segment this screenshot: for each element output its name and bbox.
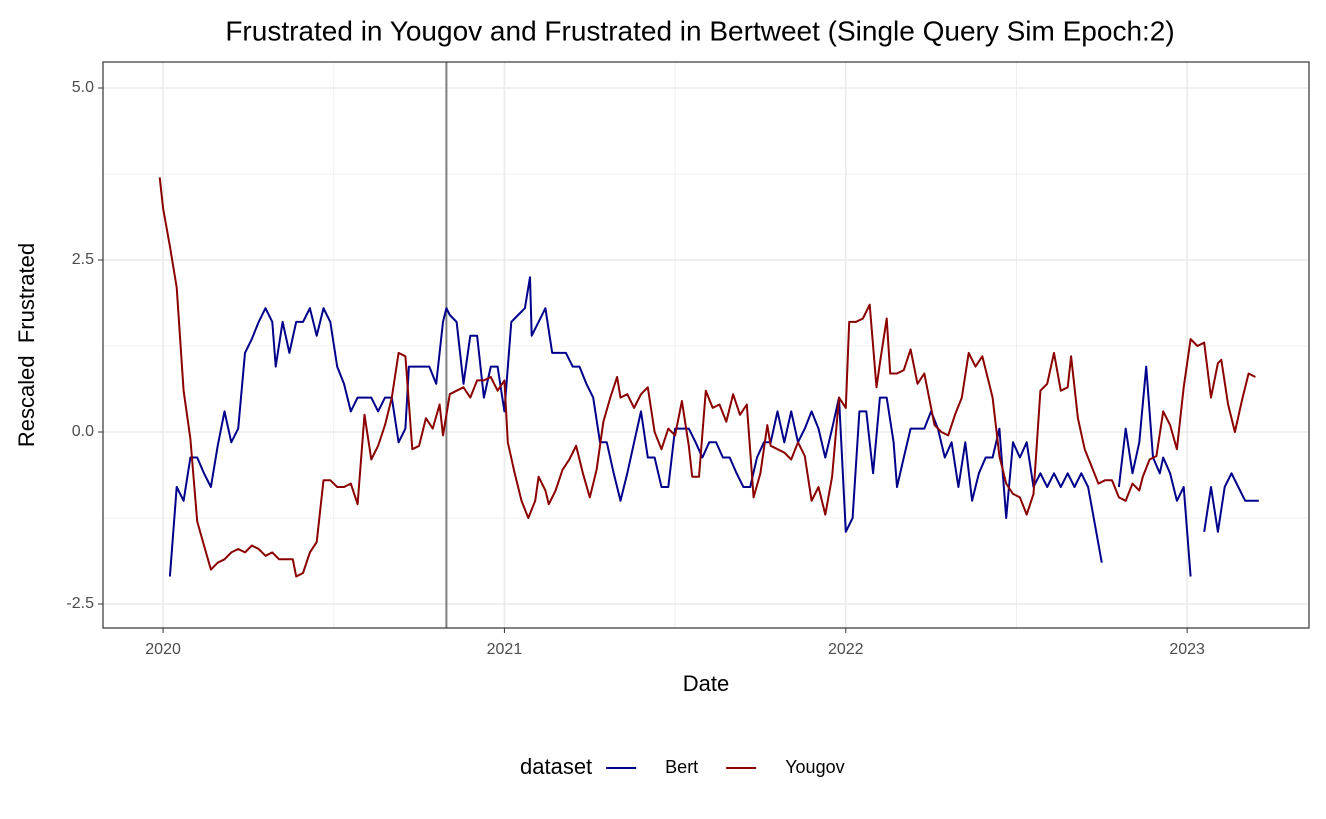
line	[168, 276, 1259, 577]
x-tick-label: 2022	[828, 641, 864, 658]
line	[158, 177, 1256, 578]
legend-label: Bert	[665, 757, 698, 777]
y-axis-title: Rescaled Frustrated	[14, 243, 39, 447]
chart-title: Frustrated in Yougov and Frustrated in B…	[225, 15, 1174, 46]
y-tick-label: -2.5	[66, 595, 94, 612]
y-tick-label: 0.0	[72, 423, 94, 440]
x-tick-label: 2023	[1169, 641, 1205, 658]
legend-label: Yougov	[785, 757, 844, 777]
y-tick-label: 5.0	[72, 79, 94, 96]
x-tick-label: 2020	[145, 641, 181, 658]
x-tick-label: 2021	[487, 641, 523, 658]
legend-title: dataset	[520, 754, 592, 779]
x-axis-title: Date	[683, 671, 729, 696]
y-tick-label: 2.5	[72, 251, 94, 268]
plot-border	[102, 61, 1310, 629]
